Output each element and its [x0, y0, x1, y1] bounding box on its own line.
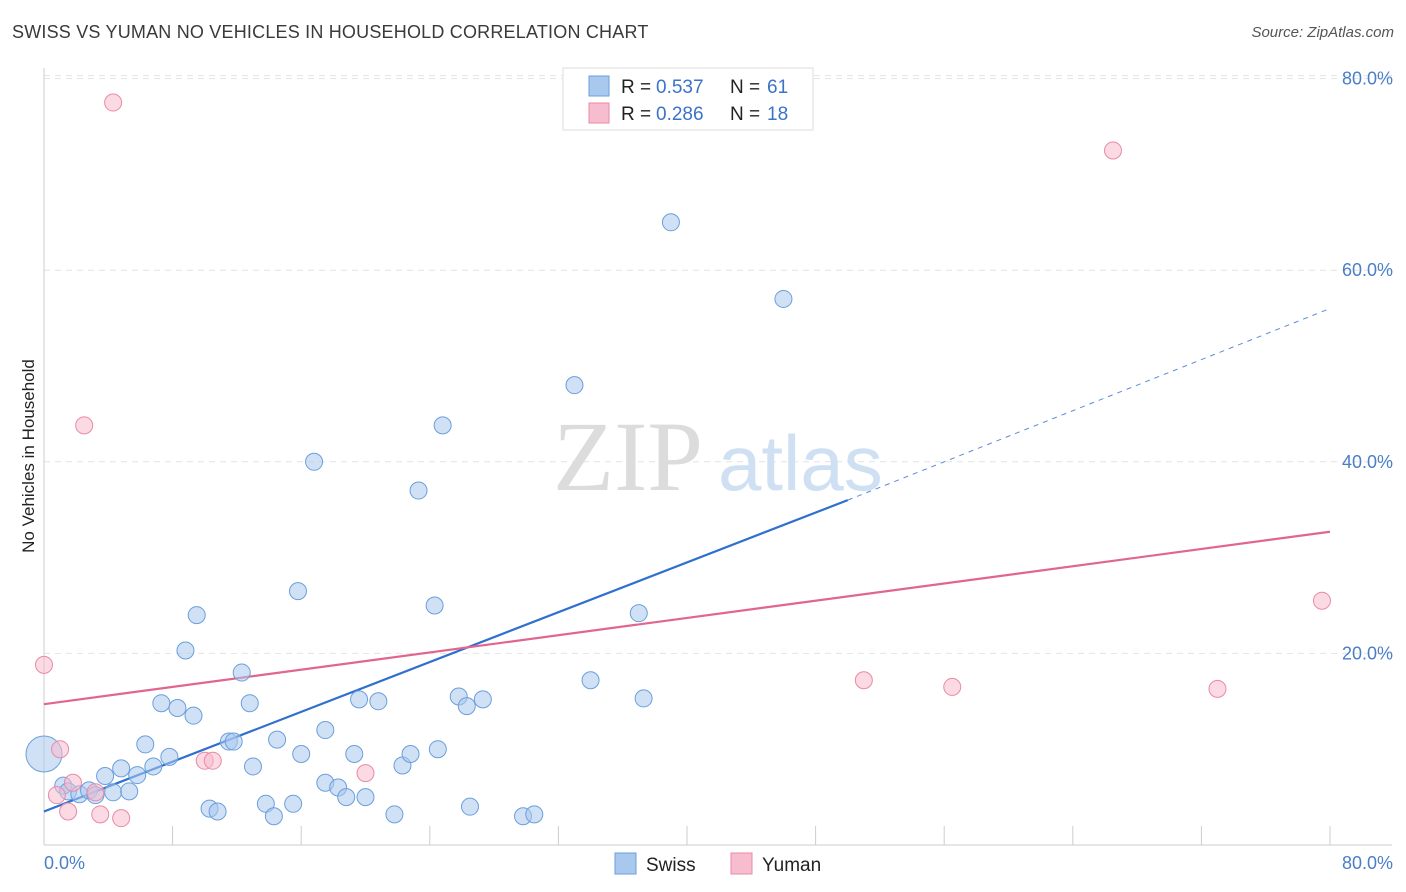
swiss-point — [661, 213, 680, 232]
swiss-point — [136, 735, 155, 754]
legend-bottom-swatch-yuman — [730, 852, 753, 875]
swiss-point — [401, 744, 420, 763]
legend-swatch-yuman — [588, 102, 610, 124]
swiss-trend-extension — [847, 308, 1331, 501]
legend-yuman-r-label: R = — [621, 104, 651, 125]
legend-swatch-swiss — [588, 75, 610, 97]
legend-top: R = 0.537 N = 61 R = 0.286 N = 18 — [562, 67, 814, 131]
legend-bottom: Swiss Yuman — [614, 852, 821, 876]
swiss-point — [774, 289, 793, 308]
swiss-point — [184, 706, 203, 725]
swiss-point — [176, 641, 195, 660]
swiss-point — [425, 596, 444, 615]
swiss-point — [268, 730, 287, 749]
axes — [43, 68, 1392, 846]
y-tick-label: 60.0% — [1342, 260, 1393, 280]
yuman-point — [1208, 679, 1227, 698]
watermark-atlas: atlas — [718, 419, 883, 507]
swiss-point — [96, 767, 115, 786]
swiss-point — [409, 481, 428, 500]
x-tick-label: 0.0% — [44, 853, 85, 873]
yuman-point — [63, 773, 82, 792]
swiss-point — [104, 783, 123, 802]
legend-swiss-n-label: N = — [730, 77, 760, 98]
y-axis-label: No Vehicles in Household — [19, 359, 38, 553]
swiss-trend-line — [43, 499, 849, 813]
legend-bottom-yuman: Yuman — [762, 855, 821, 876]
legend-swiss-r-value: 0.537 — [656, 77, 704, 98]
swiss-point — [128, 766, 147, 785]
yuman-point — [59, 802, 78, 821]
yuman-point — [854, 671, 873, 690]
swiss-point — [168, 699, 187, 718]
swiss-point — [385, 805, 404, 824]
swiss-point — [337, 788, 356, 807]
y-tick-label: 20.0% — [1342, 643, 1393, 663]
legend-yuman-n-value: 18 — [767, 104, 788, 125]
swiss-point — [284, 794, 303, 813]
legend-swiss-r-label: R = — [621, 77, 651, 98]
swiss-point — [243, 757, 262, 776]
yuman-point — [112, 809, 131, 828]
yuman-point — [943, 677, 962, 696]
swiss-point — [369, 692, 388, 711]
swiss-point — [460, 797, 479, 816]
chart-title: SWISS VS YUMAN NO VEHICLES IN HOUSEHOLD … — [12, 22, 649, 42]
source-credit: Source: ZipAtlas.com — [1251, 24, 1394, 41]
legend-bottom-swatch-swiss — [614, 852, 637, 875]
swiss-point — [152, 694, 171, 713]
swiss-point — [350, 690, 369, 709]
watermark: ZIP atlas — [553, 401, 883, 512]
swiss-point — [160, 747, 179, 766]
yuman-point — [75, 416, 94, 435]
swiss-point — [629, 604, 648, 623]
legend-bottom-swiss: Swiss — [646, 855, 696, 876]
swiss-point — [428, 740, 447, 759]
yuman-point — [203, 751, 222, 770]
swiss-point — [187, 606, 206, 625]
swiss-point — [305, 452, 324, 471]
x-tick-label: 80.0% — [1342, 853, 1393, 873]
y-tick-label: 40.0% — [1342, 452, 1393, 472]
yuman-point — [356, 764, 375, 783]
legend-yuman-n-label: N = — [730, 104, 760, 125]
swiss-point — [120, 782, 139, 801]
swiss-point — [240, 694, 259, 713]
swiss-point — [345, 744, 364, 763]
swiss-point — [634, 689, 653, 708]
data-points — [25, 93, 1331, 828]
swiss-point — [433, 416, 452, 435]
y-tick-label: 80.0% — [1342, 69, 1393, 89]
yuman-point — [1103, 141, 1122, 160]
yuman-trend-line — [43, 530, 1331, 706]
yuman-point — [86, 783, 105, 802]
tick-labels: 20.0% 40.0% 60.0% 80.0% 0.0% 80.0% — [44, 69, 1393, 873]
swiss-point — [224, 732, 243, 751]
watermark-zip: ZIP — [553, 401, 703, 512]
yuman-point — [91, 805, 110, 824]
yuman-point — [47, 786, 66, 805]
swiss-point — [525, 805, 544, 824]
swiss-point — [473, 690, 492, 709]
legend-yuman-r-value: 0.286 — [656, 104, 704, 125]
gridlines — [44, 75, 1392, 654]
swiss-point — [292, 744, 311, 763]
swiss-point — [457, 697, 476, 716]
yuman-point — [104, 93, 123, 112]
yuman-point — [51, 740, 70, 759]
swiss-point — [208, 802, 227, 821]
swiss-point — [264, 807, 283, 826]
yuman-point — [1312, 591, 1331, 610]
swiss-point — [288, 582, 307, 601]
swiss-point — [112, 759, 131, 778]
legend-swiss-n-value: 61 — [767, 77, 788, 98]
swiss-point — [232, 663, 251, 682]
yuman-point — [35, 655, 53, 674]
swiss-point — [565, 376, 584, 395]
swiss-point — [144, 757, 163, 776]
swiss-point — [581, 671, 600, 690]
swiss-point — [356, 788, 375, 807]
swiss-point — [316, 721, 335, 740]
